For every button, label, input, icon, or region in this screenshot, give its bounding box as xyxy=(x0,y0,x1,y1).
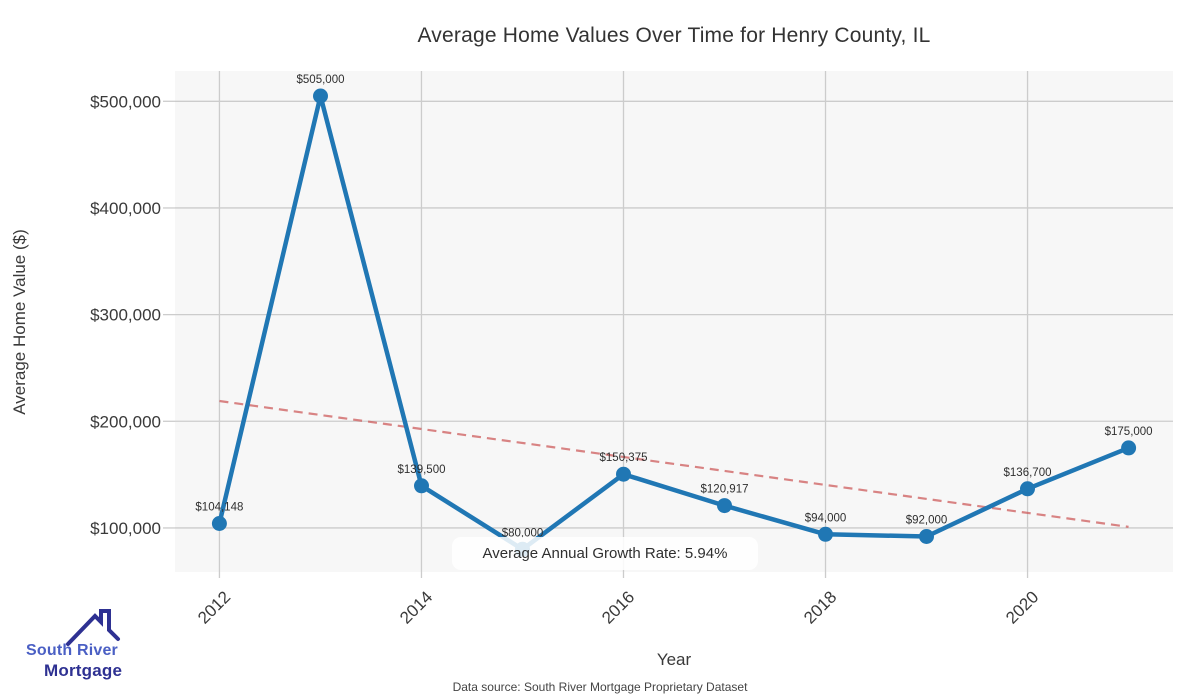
x-tick-label: 2016 xyxy=(598,587,638,627)
point-label-2021: $175,000 xyxy=(1105,426,1153,438)
y-tick-label: $200,000 xyxy=(90,412,161,431)
x-tick-label: 2018 xyxy=(800,587,840,627)
house-roof-icon xyxy=(66,609,120,646)
point-label-2019: $92,000 xyxy=(906,515,948,527)
data-point-2021 xyxy=(1121,440,1137,456)
trend-line-layer xyxy=(219,399,1129,528)
data-point-2014 xyxy=(414,478,429,494)
growth-rate-annotation: Average Annual Growth Rate: 5.94% xyxy=(452,537,758,570)
logo-text-line1: South River xyxy=(26,642,118,659)
point-label-2013: $505,000 xyxy=(297,74,345,86)
trend-line xyxy=(219,399,1129,528)
y-tick-label: $100,000 xyxy=(90,519,161,538)
data-point-2019 xyxy=(919,529,934,544)
point-label-2015: $80,000 xyxy=(502,527,544,539)
growth-rate-text: Average Annual Growth Rate: 5.94% xyxy=(482,545,728,562)
data-point-2016 xyxy=(616,466,631,482)
data-point-2012 xyxy=(211,516,227,531)
point-label-2016: $150,375 xyxy=(600,452,648,464)
chart-title: Average Home Values Over Time for Henry … xyxy=(417,24,931,47)
x-tick-label: 2012 xyxy=(194,587,234,627)
point-label-2017: $120,917 xyxy=(701,484,749,496)
data-point-2017 xyxy=(717,498,732,514)
data-source-note: Data source: South River Mortgage Propri… xyxy=(452,680,748,694)
point-label-2018: $94,000 xyxy=(805,512,847,524)
y-tick-label: $300,000 xyxy=(90,306,161,325)
y-tick-label: $400,000 xyxy=(90,199,161,218)
x-tick-label: 2020 xyxy=(1002,587,1042,627)
data-point-2020 xyxy=(1020,481,1035,497)
home-value-line xyxy=(217,93,1131,552)
data-point-2018 xyxy=(818,526,833,542)
x-axis-label: Year xyxy=(656,650,692,669)
logo-text-line2: Mortgage xyxy=(44,661,123,680)
data-point-2013 xyxy=(313,88,328,104)
y-axis-label: Average Home Value ($) xyxy=(10,229,29,415)
point-label-2012: $104,148 xyxy=(195,502,243,514)
point-labels-layer: $104,148 $505,000 $139,500 $80,000 $150,375 $… xyxy=(195,74,1152,539)
data-series-layer xyxy=(211,88,1137,557)
plot-area xyxy=(175,71,1173,572)
plot-background xyxy=(175,71,1173,572)
point-label-2020: $136,700 xyxy=(1004,467,1052,479)
x-tick-label: 2014 xyxy=(396,587,436,627)
tick-marks xyxy=(163,100,1029,578)
y-tick-label: $500,000 xyxy=(90,92,161,111)
south-river-mortgage-logo: South River Mortgage xyxy=(18,598,168,690)
point-label-2014: $139,500 xyxy=(398,464,446,476)
